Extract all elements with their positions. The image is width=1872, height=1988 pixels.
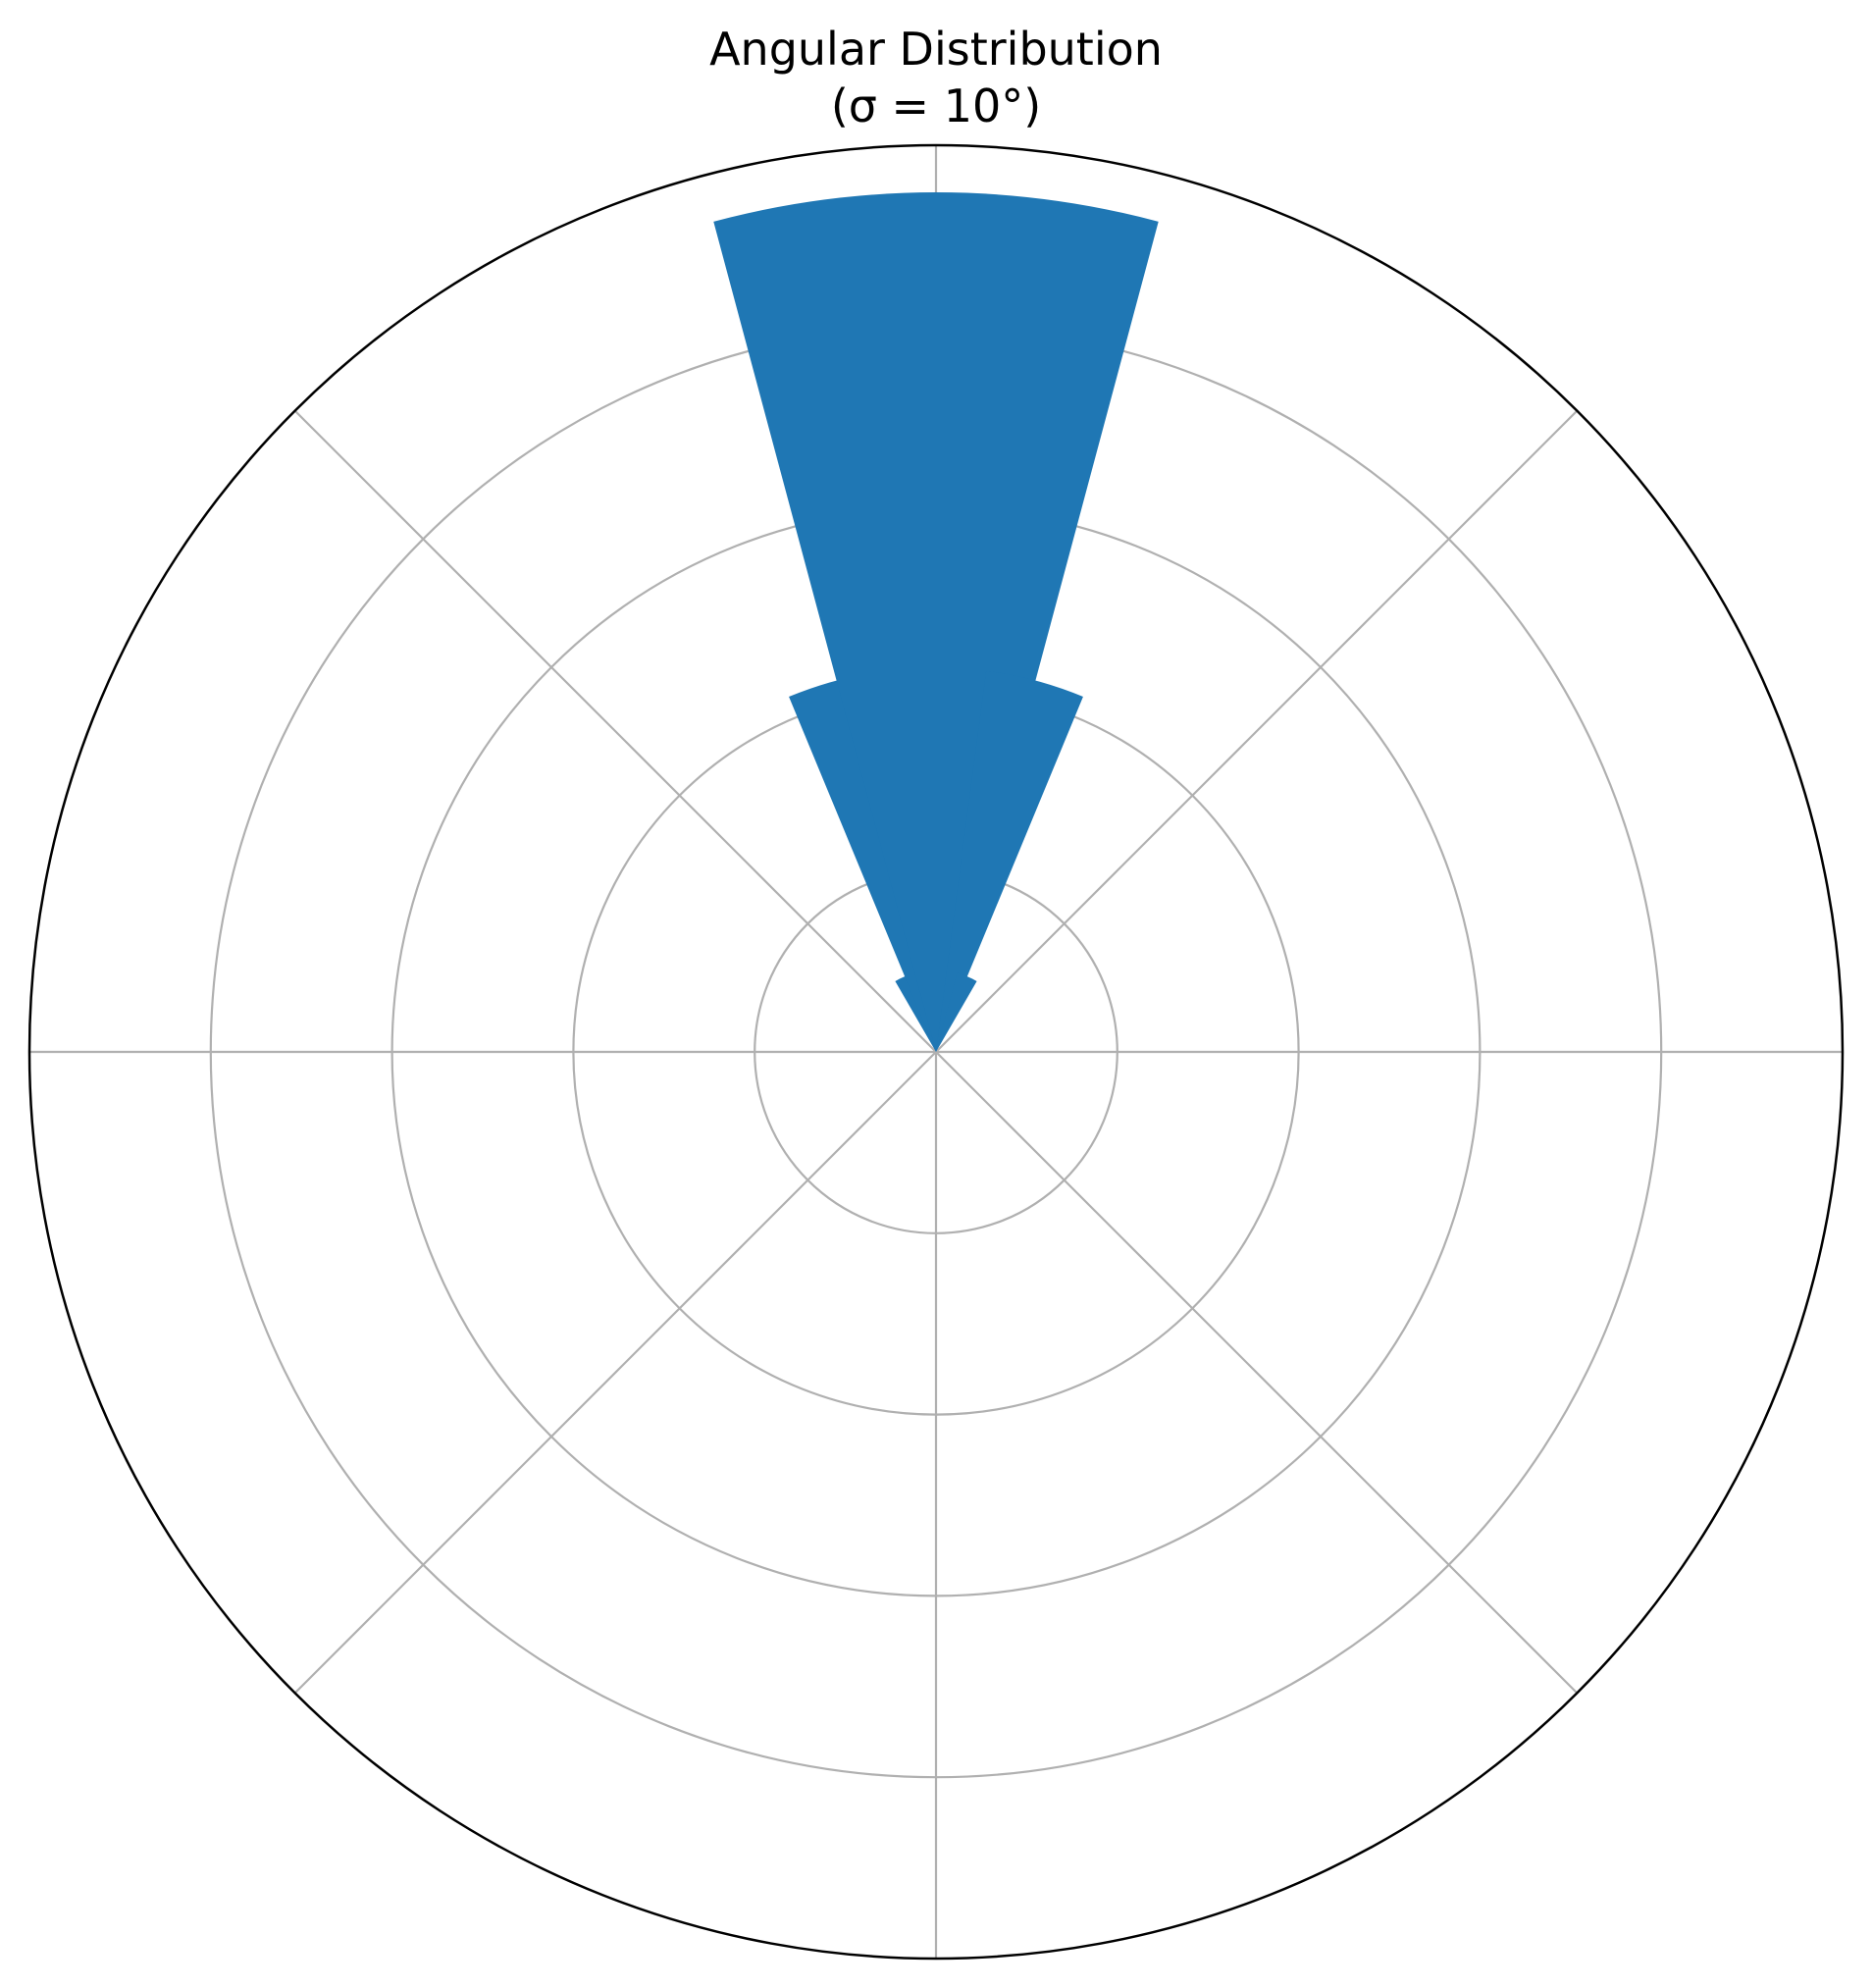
chart-title-line-1: Angular Distribution	[709, 23, 1163, 76]
polar-spine	[27, 143, 1845, 1961]
theta-gridline-135	[935, 1051, 1579, 1695]
chart-title-line-2: (σ = 10°)	[831, 79, 1041, 132]
polar-bar-6	[936, 972, 977, 1052]
bars-group	[713, 192, 1159, 1053]
polar-bar-3	[713, 192, 936, 1053]
theta-gridline-225	[293, 1051, 937, 1695]
polar-bar-2	[789, 670, 936, 1052]
polar-bar-5	[936, 670, 1083, 1052]
polar-bar-1	[895, 972, 936, 1052]
theta-gridline-45	[935, 409, 1579, 1053]
theta-gridline-315	[293, 409, 937, 1053]
